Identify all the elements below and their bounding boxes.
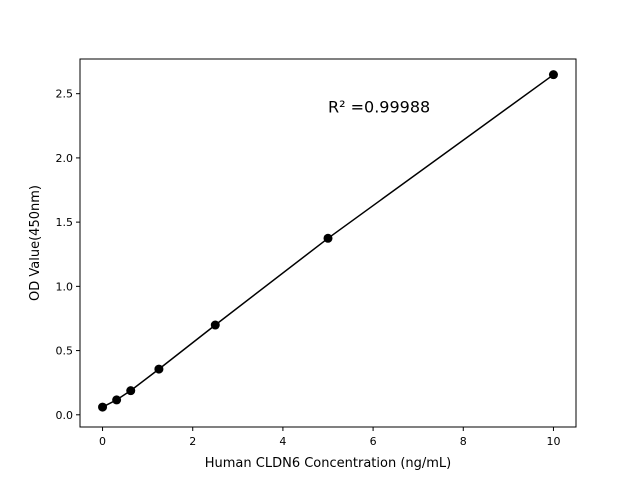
r-squared-annotation: R² =0.99988 [328,98,430,117]
x-tick-label: 6 [370,435,377,448]
x-tick-label: 0 [99,435,106,448]
data-point [112,395,122,405]
y-tick-label: 2.5 [56,88,74,101]
plot-frame [79,58,577,428]
data-point [98,402,108,412]
x-tick-label: 2 [189,435,196,448]
y-tick-label: 0.0 [56,409,74,422]
x-tick-label: 10 [546,435,560,448]
y-tick-label: 2.0 [56,152,74,165]
data-point [126,386,136,396]
data-point [548,70,558,80]
y-tick-label: 1.0 [56,280,74,293]
data-point [323,233,333,243]
x-tick-label: 4 [279,435,286,448]
data-point [154,364,164,374]
x-tick-label: 8 [460,435,467,448]
y-axis-label: OD Value(450nm) [28,185,43,301]
y-tick-label: 1.5 [56,216,74,229]
data-point [210,320,220,330]
y-tick-label: 0.5 [56,345,74,358]
x-axis-label: Human CLDN6 Concentration (ng/mL) [205,456,452,471]
